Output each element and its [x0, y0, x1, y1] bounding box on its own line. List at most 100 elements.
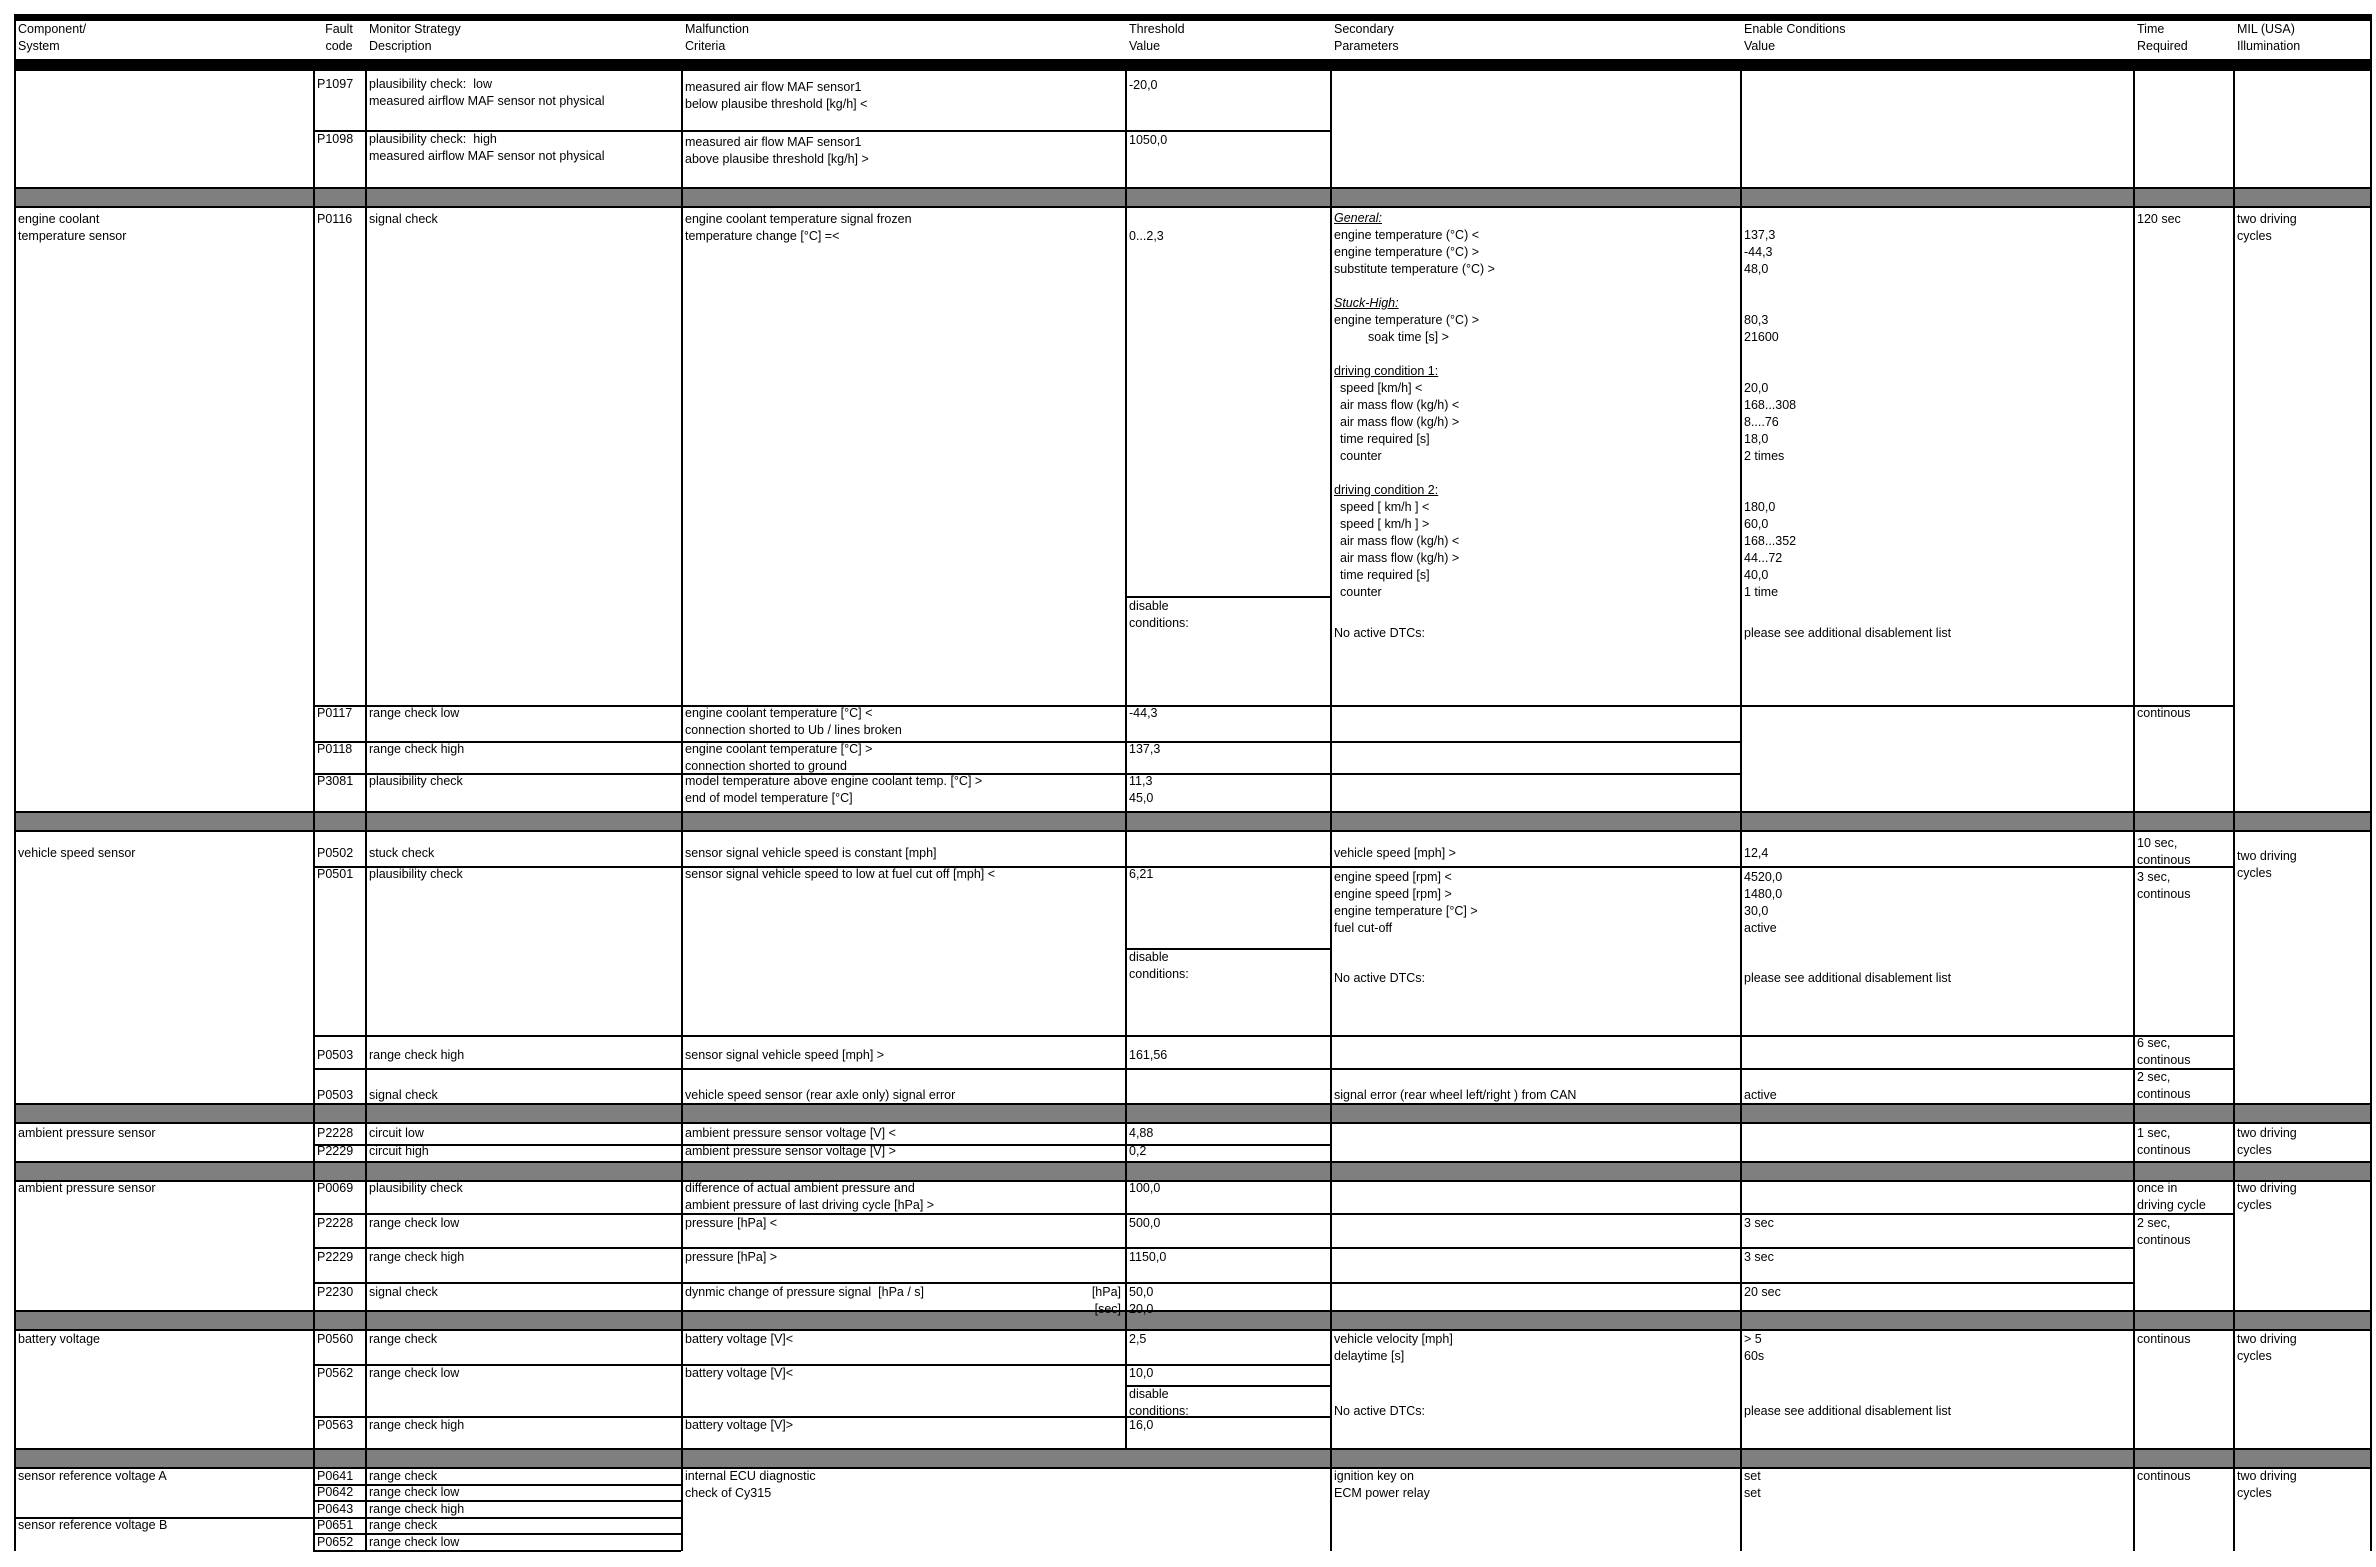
grid-line-horizontal	[1125, 1385, 1330, 1387]
cell-line: 3 sec	[1744, 1216, 1774, 1230]
cell-line: disable	[1129, 599, 1169, 613]
cell-line: circuit low	[369, 1126, 424, 1140]
time-required: continous	[2137, 1331, 2191, 1348]
grid-line-horizontal	[313, 866, 2233, 868]
cell-line: signal check	[369, 1088, 438, 1102]
cell-line: P0118	[317, 742, 353, 756]
cell-line: P0642	[317, 1485, 354, 1499]
cell-line: MIL (USA)	[2237, 22, 2295, 36]
cell-line: two driving	[2237, 212, 2297, 226]
cell-line: 1480,0	[1744, 887, 1783, 901]
cell-line: Value	[1129, 39, 1161, 53]
grid-line-horizontal	[313, 705, 2233, 707]
grid-line-horizontal	[313, 130, 1330, 132]
secondary-parameter: counter	[1340, 584, 1382, 601]
enable-value: 168...308	[1744, 397, 1796, 414]
fault-code: P2228	[317, 1215, 353, 1232]
cell-line: temperature sensor	[18, 229, 127, 243]
enable-value: 180,0	[1744, 499, 1775, 516]
cell-line: 3 sec,	[2137, 870, 2171, 884]
cell-line: internal ECU diagnostic	[685, 1469, 816, 1483]
cell-line: active	[1744, 1088, 1777, 1102]
malfunction-criteria: pressure [hPa] <	[685, 1215, 777, 1232]
cell-line: air mass flow (kg/h) <	[1340, 398, 1460, 412]
cell-line: plausibility check: high	[369, 132, 497, 146]
cell-line: ambient pressure sensor voltage [V] >	[685, 1144, 896, 1158]
secondary-parameter: engine temperature [°C] >	[1334, 903, 1478, 920]
monitor-strategy: range check high	[369, 1501, 464, 1518]
cell-line: continous	[2137, 1087, 2191, 1101]
header-threshold: Threshold Value	[1129, 21, 1185, 55]
enable-value: 1480,0	[1744, 886, 1782, 903]
cell-line: Component/	[18, 22, 87, 36]
cell-line: cycles	[2237, 1349, 2272, 1363]
monitor-strategy: range check low	[369, 1534, 459, 1551]
monitor-strategy: range check high	[369, 1249, 464, 1266]
cell-line: air mass flow (kg/h) <	[1340, 534, 1460, 548]
header-fault: Fault code	[313, 21, 365, 55]
enable-value: 3 sec	[1744, 1215, 1774, 1232]
cell-line: No active DTCs:	[1334, 971, 1425, 985]
cell-line: code	[325, 39, 353, 53]
grid-line-horizontal	[313, 1213, 2233, 1215]
threshold-value: 0...2,3	[1129, 228, 1164, 245]
grid-line-horizontal	[313, 1247, 2133, 1249]
cell-line: 45,0	[1129, 791, 1154, 805]
cell-line: fuel cut-off	[1334, 921, 1393, 935]
cell-line: air mass flow (kg/h) >	[1340, 551, 1460, 565]
cell-line: delaytime [s]	[1334, 1349, 1405, 1363]
threshold-value: 50,0 20,0	[1129, 1284, 1153, 1318]
fault-code: P0652	[317, 1534, 353, 1551]
grid-line-horizontal	[313, 1484, 681, 1486]
enable-value: please see additional disablement list	[1744, 970, 1951, 987]
threshold-value: 100,0	[1129, 1180, 1160, 1197]
fault-code: P2230	[317, 1284, 353, 1301]
monitor-strategy: circuit high	[369, 1143, 429, 1160]
cell-line: P2228	[317, 1216, 354, 1230]
cell-line: driving condition 1:	[1334, 364, 1439, 378]
secondary-parameter: signal error (rear wheel left/right ) fr…	[1334, 1087, 1576, 1104]
cell-line: 4,88	[1129, 1126, 1154, 1140]
cell-line: counter	[1340, 585, 1382, 599]
cell-line: ignition key on	[1334, 1469, 1414, 1483]
cell-line: battery voltage [V]>	[685, 1418, 794, 1432]
cell-line: P1097	[317, 77, 354, 91]
cell-line: 500,0	[1129, 1216, 1161, 1230]
threshold-value: -20,0	[1129, 77, 1158, 94]
cell-line: sensor signal vehicle speed to low at fu…	[685, 867, 996, 881]
malfunction-criteria: pressure [hPa] >	[685, 1249, 777, 1266]
cell-line: P2230	[317, 1285, 354, 1299]
cell-line: P0502	[317, 846, 354, 860]
monitor-strategy: range check high	[369, 741, 464, 758]
cell-line: P0069	[317, 1181, 354, 1195]
cell-line: plausibility check	[369, 1181, 463, 1195]
monitor-strategy: stuck check	[369, 845, 434, 862]
cell-line: substitute temperature (°C) >	[1334, 262, 1495, 276]
monitor-strategy: plausibility check	[369, 866, 463, 883]
cell-line: circuit high	[369, 1144, 429, 1158]
cell-line: 2,5	[1129, 1332, 1147, 1346]
malfunction-criteria: engine coolant temperature [°C] < connect…	[685, 705, 902, 739]
cell-line: Criteria	[685, 39, 726, 53]
fault-code: P0563	[317, 1417, 353, 1434]
grid-line-vertical	[2233, 71, 2235, 1551]
cell-line: 2 sec,	[2137, 1070, 2171, 1084]
cell-line: P0652	[317, 1535, 354, 1549]
cell-line: measured air flow MAF sensor1	[685, 80, 862, 94]
enable-value: 48,0	[1744, 261, 1768, 278]
monitor-strategy: plausibility check: high measured airflow…	[369, 131, 605, 165]
fault-code: P0117	[317, 705, 352, 722]
disable-conditions-label: disable conditions:	[1129, 1386, 1189, 1420]
disable-conditions-label: disable conditions:	[1129, 598, 1189, 632]
cell-line: P3081	[317, 774, 354, 788]
enable-value: 8....76	[1744, 414, 1779, 431]
cell-line: measured airflow MAF sensor not physical	[369, 94, 605, 108]
cell-line: battery voltage [V]<	[685, 1366, 794, 1380]
cell-line: speed [km/h] <	[1340, 381, 1423, 395]
cell-line: 180,0	[1744, 500, 1776, 514]
enable-value: 20,0	[1744, 380, 1768, 397]
malfunction-criteria: engine coolant temperature [°C] > connect…	[685, 741, 872, 775]
fault-code: P3081	[317, 773, 353, 790]
component-name: ambient pressure sensor	[18, 1125, 156, 1142]
monitor-strategy: range check	[369, 1468, 437, 1485]
